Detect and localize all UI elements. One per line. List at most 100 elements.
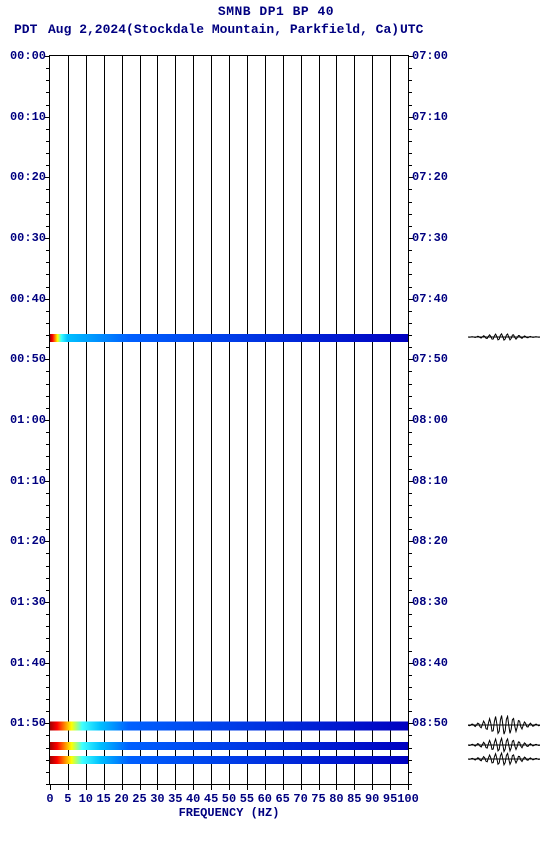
y-label-utc: 07:10 <box>412 110 456 124</box>
gridline <box>104 56 105 784</box>
y-minor-tick <box>408 68 412 69</box>
y-minor-tick <box>408 505 412 506</box>
y-minor-tick <box>408 784 412 785</box>
y-label-pdt: 01:40 <box>4 656 46 670</box>
x-tick-label: 15 <box>96 792 110 806</box>
y-minor-tick <box>408 274 412 275</box>
y-minor-tick <box>46 141 50 142</box>
y-minor-tick <box>46 432 50 433</box>
date-location: Aug 2,2024(Stockdale Mountain, Parkfield… <box>48 22 399 37</box>
chart-title: SMNB DP1 BP 40 <box>0 4 552 19</box>
x-tick-label: 75 <box>311 792 325 806</box>
gridline <box>319 56 320 784</box>
x-tick <box>229 785 230 790</box>
y-minor-tick <box>46 505 50 506</box>
y-label-utc: 08:30 <box>412 595 456 609</box>
y-label-pdt: 00:40 <box>4 292 46 306</box>
y-minor-tick <box>408 105 412 106</box>
y-label-utc: 07:30 <box>412 231 456 245</box>
y-minor-tick <box>408 517 412 518</box>
gridline <box>372 56 373 784</box>
y-minor-tick <box>408 566 412 567</box>
x-tick <box>319 785 320 790</box>
y-minor-tick <box>408 675 412 676</box>
y-minor-tick <box>46 396 50 397</box>
spectral-trace <box>50 334 408 342</box>
y-label-utc: 07:40 <box>412 292 456 306</box>
x-tick <box>68 785 69 790</box>
tz-left-label: PDT <box>14 22 37 37</box>
gridline <box>175 56 176 784</box>
y-minor-tick <box>408 250 412 251</box>
y-minor-tick <box>46 590 50 591</box>
gridline <box>193 56 194 784</box>
x-tick-label: 70 <box>293 792 307 806</box>
y-minor-tick <box>46 566 50 567</box>
y-minor-tick <box>408 347 412 348</box>
waveform-panel <box>468 55 540 785</box>
y-minor-tick <box>46 226 50 227</box>
y-minor-tick <box>46 687 50 688</box>
y-minor-tick <box>46 444 50 445</box>
y-minor-tick <box>46 614 50 615</box>
waveform-trace <box>468 749 540 769</box>
y-minor-tick <box>408 165 412 166</box>
x-tick <box>265 785 266 790</box>
y-minor-tick <box>46 784 50 785</box>
gridline <box>86 56 87 784</box>
y-label-pdt: 00:50 <box>4 352 46 366</box>
gridline <box>390 56 391 784</box>
y-minor-tick <box>46 274 50 275</box>
y-minor-tick <box>408 80 412 81</box>
y-minor-tick <box>408 323 412 324</box>
y-minor-tick <box>408 141 412 142</box>
x-tick <box>193 785 194 790</box>
y-minor-tick <box>46 214 50 215</box>
x-tick-label: 95 <box>383 792 397 806</box>
y-minor-tick <box>46 578 50 579</box>
x-tick-label: 45 <box>204 792 218 806</box>
y-minor-tick <box>408 311 412 312</box>
y-minor-tick <box>408 214 412 215</box>
x-tick <box>175 785 176 790</box>
y-minor-tick <box>408 153 412 154</box>
x-tick <box>408 785 409 790</box>
y-minor-tick <box>46 384 50 385</box>
y-minor-tick <box>408 553 412 554</box>
y-minor-tick <box>408 614 412 615</box>
y-minor-tick <box>46 262 50 263</box>
y-label-pdt: 00:10 <box>4 110 46 124</box>
y-minor-tick <box>46 323 50 324</box>
y-label-pdt: 01:50 <box>4 716 46 730</box>
spectral-trace <box>50 756 408 764</box>
y-minor-tick <box>408 129 412 130</box>
gridline <box>140 56 141 784</box>
y-minor-tick <box>408 760 412 761</box>
y-minor-tick <box>408 408 412 409</box>
y-minor-tick <box>408 626 412 627</box>
y-minor-tick <box>46 371 50 372</box>
y-label-pdt: 01:20 <box>4 534 46 548</box>
y-minor-tick <box>408 371 412 372</box>
x-tick-label: 55 <box>240 792 254 806</box>
spectral-trace <box>50 722 408 731</box>
y-minor-tick <box>46 456 50 457</box>
y-label-pdt: 00:20 <box>4 170 46 184</box>
x-tick-label: 10 <box>79 792 93 806</box>
plot-area: FREQUENCY (HZ) 0510152025303540455055606… <box>49 55 409 785</box>
y-minor-tick <box>408 335 412 336</box>
y-minor-tick <box>46 675 50 676</box>
y-label-utc: 07:20 <box>412 170 456 184</box>
y-label-pdt: 01:10 <box>4 474 46 488</box>
y-label-utc: 07:00 <box>412 49 456 63</box>
x-tick <box>247 785 248 790</box>
x-tick <box>140 785 141 790</box>
y-minor-tick <box>46 80 50 81</box>
y-minor-tick <box>408 444 412 445</box>
y-label-utc: 08:20 <box>412 534 456 548</box>
y-minor-tick <box>46 68 50 69</box>
y-minor-tick <box>46 165 50 166</box>
x-tick-label: 80 <box>329 792 343 806</box>
y-minor-tick <box>408 590 412 591</box>
y-minor-tick <box>46 638 50 639</box>
